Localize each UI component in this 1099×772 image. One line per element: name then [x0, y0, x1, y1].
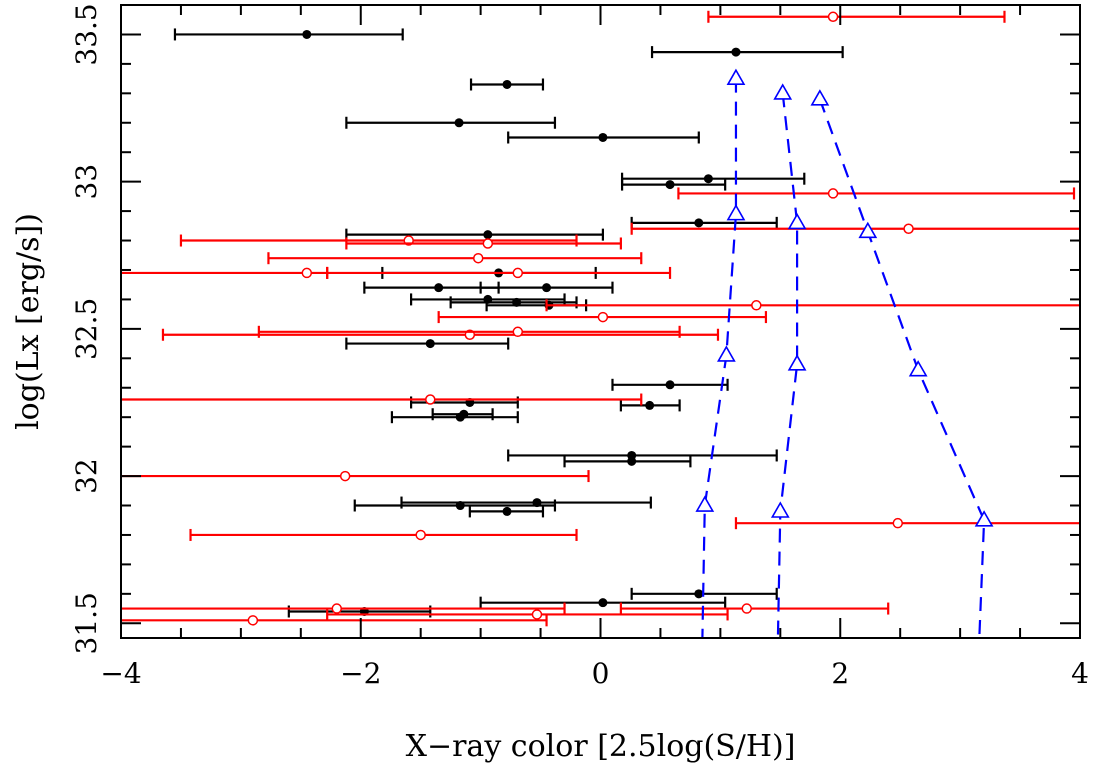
data-point [302, 29, 312, 39]
x-tick-label: −2 [340, 657, 381, 690]
data-point [627, 456, 637, 466]
data-point [827, 11, 839, 23]
series-2 [695, 68, 746, 638]
data-point [483, 230, 493, 240]
x-tick-label: 0 [592, 657, 610, 690]
data-point [425, 394, 436, 405]
x-axis-title: X−ray color [2.5log(S/H)] [406, 729, 796, 764]
track-point [726, 68, 746, 86]
y-tick-label: 32.5 [70, 298, 103, 360]
data-point [331, 603, 343, 614]
data-point [434, 283, 444, 293]
data-point [415, 529, 426, 541]
track-line [818, 98, 986, 638]
plot-marks [121, 10, 1080, 638]
series-4 [810, 89, 994, 638]
data-point [741, 603, 752, 614]
data-point [454, 118, 464, 128]
x-tick-label: −4 [100, 657, 141, 690]
y-tick-label: 32 [70, 458, 103, 494]
track-point [773, 83, 793, 100]
series-1 [121, 10, 1080, 627]
track-point [716, 345, 736, 362]
track-point [810, 89, 830, 106]
axis-ticks [120, 4, 1081, 638]
data-point [502, 506, 512, 516]
track-point [974, 510, 994, 527]
data-point [512, 326, 524, 338]
data-point [903, 223, 914, 235]
track-point [770, 501, 790, 518]
data-point [542, 283, 552, 293]
data-point [694, 218, 704, 228]
data-point [482, 238, 494, 249]
x-tick-label: 4 [1071, 657, 1089, 690]
data-point [512, 267, 524, 279]
track-point [787, 354, 807, 371]
data-point [892, 517, 904, 529]
data-point [247, 615, 259, 626]
series-0 [173, 28, 844, 618]
track-point [908, 360, 928, 377]
x-tick-label: 2 [831, 657, 849, 690]
data-point [472, 252, 484, 264]
track-point [695, 495, 715, 512]
data-point [645, 400, 655, 410]
data-point [531, 609, 543, 620]
data-point [751, 300, 762, 311]
data-point [455, 412, 465, 422]
y-tick-label: 31.5 [70, 592, 103, 654]
data-point [703, 174, 713, 184]
data-point [455, 501, 465, 511]
track-point [787, 212, 807, 230]
data-point [665, 380, 675, 390]
track-point [858, 221, 878, 239]
data-point [694, 589, 704, 599]
data-point [597, 311, 609, 323]
track-line [776, 93, 799, 638]
y-tick-label: 33 [70, 164, 103, 200]
y-axis-title: log(Lx [erg/s]) [11, 213, 46, 430]
data-point [425, 339, 435, 349]
data-point [301, 267, 313, 279]
data-point [598, 598, 608, 608]
data-point [502, 79, 512, 89]
track-point [726, 204, 746, 221]
data-point [827, 188, 839, 199]
y-tick-label: 33.5 [70, 3, 103, 65]
series-3 [770, 83, 807, 638]
data-point [339, 470, 351, 482]
data-point [598, 132, 608, 142]
tick-labels: −4 −2 0 2 4 31.5 32 32.5 33 33.5 [70, 3, 1089, 690]
data-point [731, 47, 741, 57]
data-point [665, 180, 675, 190]
